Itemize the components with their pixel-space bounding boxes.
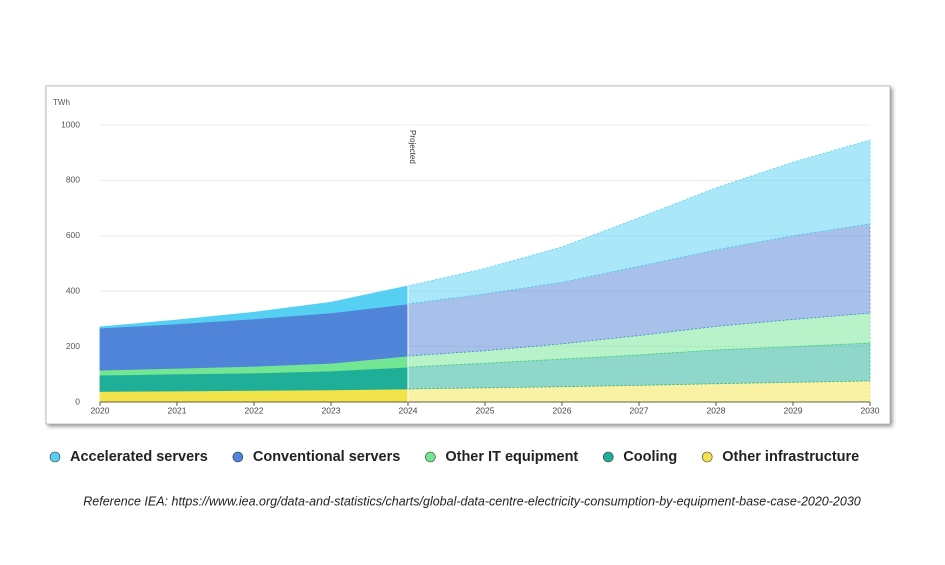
legend-swatch bbox=[49, 451, 61, 463]
legend-label: Other infrastructure bbox=[722, 449, 859, 465]
legend-label: Other IT equipment bbox=[445, 449, 578, 465]
x-tick-label: 2024 bbox=[399, 405, 418, 415]
legend-label: Cooling bbox=[623, 449, 677, 465]
x-tick-label: 2023 bbox=[322, 405, 341, 415]
x-tick-label: 2021 bbox=[168, 405, 187, 415]
legend-swatch bbox=[602, 451, 614, 463]
x-tick-label: 2027 bbox=[630, 405, 649, 415]
legend-label: Conventional servers bbox=[253, 449, 400, 465]
y-tick-label: 200 bbox=[66, 341, 80, 351]
area bbox=[407, 342, 871, 390]
area bbox=[407, 139, 871, 305]
area bbox=[407, 312, 871, 368]
x-tick-label: 2030 bbox=[861, 405, 880, 415]
annotation: Projected bbox=[408, 130, 417, 164]
area bbox=[407, 380, 871, 403]
legend-swatch bbox=[701, 451, 713, 463]
y-tick-label: 600 bbox=[66, 230, 80, 240]
x-tick-label: 2026 bbox=[553, 405, 572, 415]
legend-swatch bbox=[425, 451, 436, 463]
x-tick-label: 2025 bbox=[476, 405, 495, 415]
x-tick-label: 2020 bbox=[91, 405, 110, 415]
reference: Reference IEA: https://www.iea.org/data-… bbox=[83, 494, 861, 508]
x-tick-label: 2029 bbox=[784, 405, 803, 415]
y-tick-label: 0 bbox=[75, 396, 80, 406]
x-tick-label: 2022 bbox=[245, 405, 264, 415]
y-tick-label: 400 bbox=[66, 285, 80, 295]
legend-swatch bbox=[232, 451, 244, 463]
y-tick-label: 1000 bbox=[61, 119, 80, 129]
x-tick-label: 2028 bbox=[707, 405, 726, 415]
y-unit: TWh bbox=[53, 98, 70, 107]
legend-label: Accelerated servers bbox=[70, 449, 208, 465]
y-tick-label: 800 bbox=[66, 175, 80, 185]
